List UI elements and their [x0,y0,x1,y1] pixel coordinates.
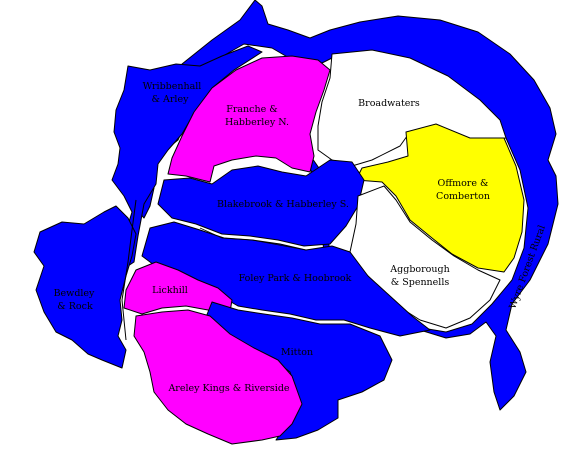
label-franche-line2: Habberley N. [225,117,289,128]
river-line [121,199,137,341]
label-mitton: Mitton [281,347,313,358]
ward-areley-kings-riverside[interactable] [133,309,303,445]
label-bewdley-line1: Bewdley [54,288,95,299]
label-broadwaters: Broadwaters [358,98,420,109]
ward-bewdley-rock[interactable] [33,205,137,369]
label-lickhill: Lickhill [152,285,188,296]
label-aggborough-line2: & Spennells [391,277,450,288]
ward-boundary-line [199,227,307,251]
label-wribbenhall-line1: Wribbenhall [143,81,202,92]
label-bewdley-line2: & Rock [57,301,93,312]
ward-wribbenhall-arley[interactable] [109,45,263,271]
label-aggborough-line1: Aggborough [389,264,449,275]
label-wribbenhall-line2: & Arley [152,94,190,105]
label-offmore-line2: Comberton [436,191,490,202]
label-franche-line1: Franche & [226,104,277,115]
ward-franche-habberley-n[interactable] [167,55,331,183]
ward-offmore-comberton[interactable] [355,123,525,273]
label-blakebrook: Blakebrook & Habberley S. [217,199,349,210]
label-offmore-line1: Offmore & [438,178,489,189]
label-areley: Areley Kings & Riverside [167,383,289,394]
label-foley: Foley Park & Hoobrook [239,273,352,284]
